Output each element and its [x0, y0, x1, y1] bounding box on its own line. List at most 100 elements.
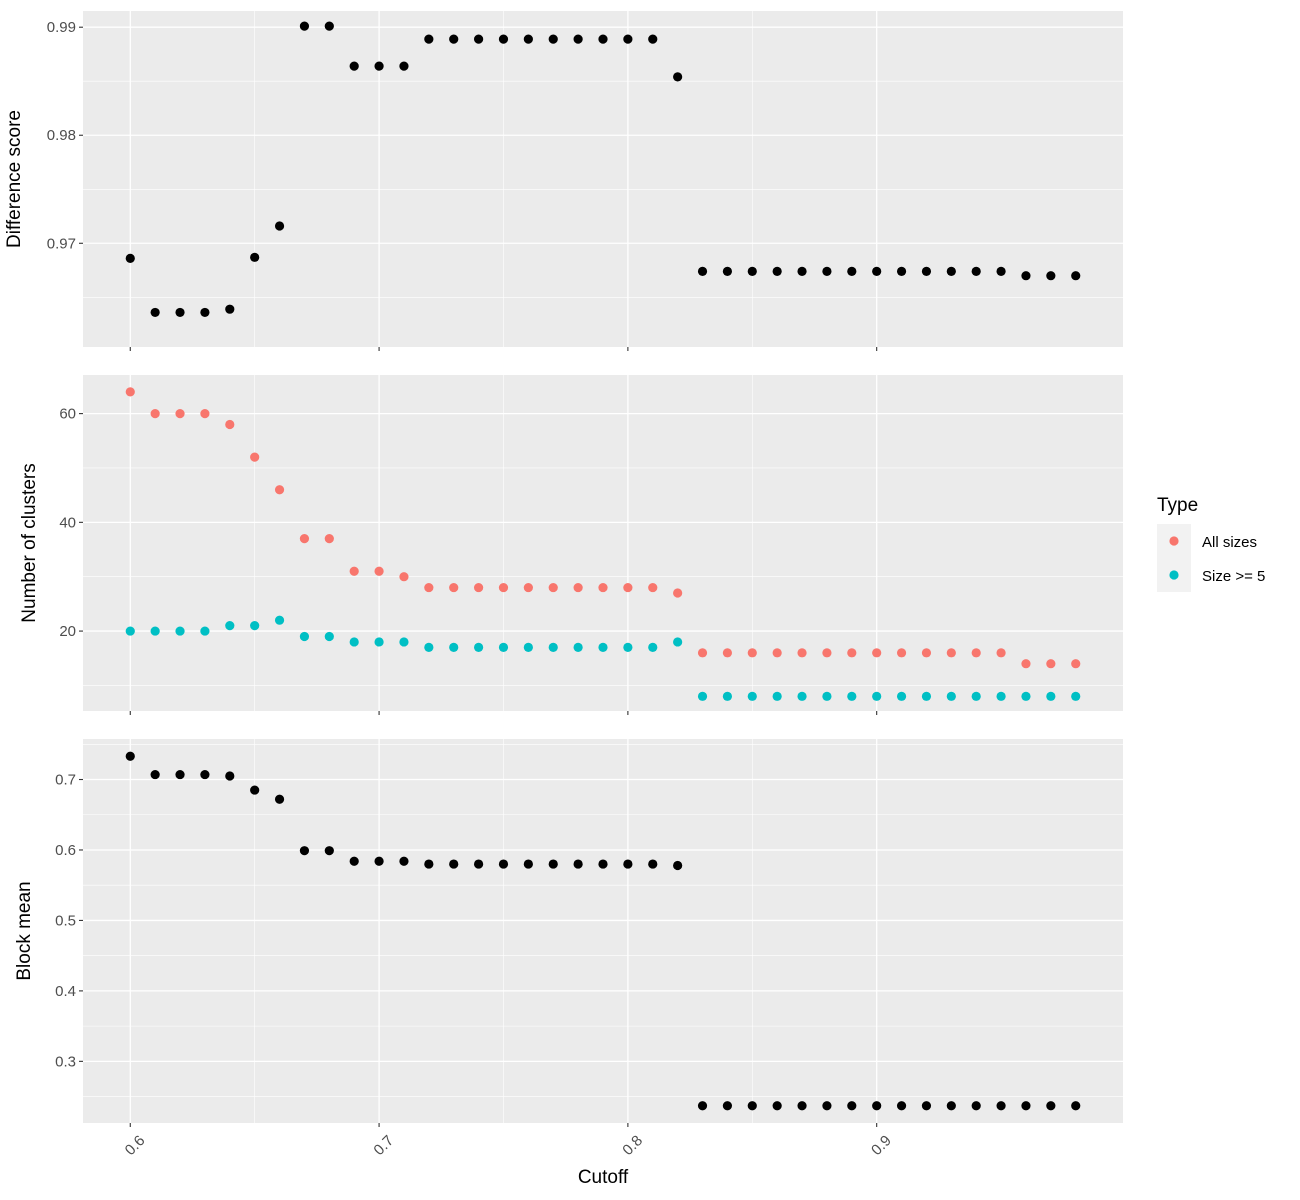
- data-point: [722, 648, 733, 658]
- data-point: [1021, 1101, 1031, 1111]
- data-point: [175, 626, 185, 636]
- data-point: [498, 642, 509, 652]
- data-point: [921, 1101, 932, 1111]
- panel-3: 0.3 0.4 0.5 0.6 0.7 Block mean: [14, 739, 1123, 1127]
- data-point: [772, 691, 782, 701]
- data-point: [623, 582, 633, 593]
- data-point: [772, 648, 782, 658]
- data-point: [1071, 659, 1081, 669]
- data-point: [1046, 1101, 1056, 1111]
- data-point: [324, 846, 334, 856]
- data-point: [996, 1101, 1006, 1111]
- data-point: [523, 582, 533, 593]
- data-point: [274, 485, 285, 495]
- legend-swatch: [1169, 536, 1179, 546]
- y-tick-label: 0.98: [47, 127, 76, 144]
- data-point: [225, 771, 235, 781]
- data-point: [797, 266, 807, 276]
- data-point: [548, 642, 558, 652]
- data-point: [250, 785, 260, 795]
- panel-background: [83, 11, 1123, 347]
- panels: 0.97 0.98 0.99 Difference score 20 40 60 Number…: [4, 11, 1123, 1127]
- data-point: [946, 266, 956, 276]
- data-point: [598, 642, 608, 652]
- data-point: [299, 631, 310, 642]
- y-axis-title: Difference score: [4, 110, 25, 248]
- data-point: [921, 648, 932, 658]
- y-tick-label: 0.99: [47, 19, 76, 36]
- y-tick-label: 0.5: [55, 912, 76, 929]
- data-point: [996, 691, 1006, 701]
- data-point: [125, 253, 135, 264]
- data-point: [722, 691, 733, 701]
- data-point: [772, 1101, 782, 1111]
- data-point: [896, 1101, 907, 1111]
- data-point: [449, 34, 459, 44]
- data-point: [200, 626, 210, 636]
- data-point: [722, 1101, 733, 1111]
- data-point: [971, 691, 981, 701]
- panel-1: 0.97 0.98 0.99 Difference score: [4, 11, 1123, 351]
- data-point: [498, 582, 509, 593]
- data-point: [523, 859, 533, 869]
- legend: Type All sizes Size >= 5: [1157, 495, 1265, 592]
- y-axis-title: Number of clusters: [19, 463, 40, 622]
- data-point: [747, 266, 757, 276]
- data-point: [971, 1101, 981, 1111]
- data-point: [548, 34, 558, 44]
- data-point: [598, 582, 608, 593]
- data-point: [349, 637, 359, 647]
- data-point: [200, 409, 210, 419]
- data-point: [996, 266, 1006, 276]
- data-point: [399, 572, 409, 582]
- data-point: [1021, 271, 1031, 281]
- data-point: [374, 856, 384, 866]
- data-point: [1046, 691, 1056, 701]
- data-point: [424, 34, 434, 44]
- data-point: [175, 769, 185, 780]
- data-point: [473, 34, 484, 44]
- data-point: [374, 61, 384, 71]
- data-point: [449, 642, 459, 652]
- data-point: [797, 648, 807, 658]
- data-point: [1021, 659, 1031, 669]
- data-point: [872, 1101, 882, 1111]
- data-point: [1046, 659, 1056, 669]
- data-point: [573, 859, 583, 869]
- data-point: [200, 307, 210, 318]
- data-point: [498, 34, 509, 44]
- y-tick-label: 60: [59, 406, 76, 423]
- data-point: [449, 859, 459, 869]
- y-tick-label: 0.3: [55, 1053, 76, 1070]
- x-axis-title: Cutoff: [578, 1167, 629, 1188]
- legend-label: All sizes: [1202, 534, 1257, 551]
- data-point: [847, 691, 857, 701]
- data-point: [772, 266, 782, 276]
- data-point: [896, 691, 907, 701]
- data-point: [673, 637, 683, 647]
- data-point: [946, 648, 956, 658]
- legend-title: Type: [1157, 495, 1198, 516]
- data-point: [822, 648, 832, 658]
- data-point: [697, 266, 708, 276]
- data-point: [299, 846, 310, 856]
- data-point: [399, 637, 409, 647]
- data-point: [747, 1101, 757, 1111]
- data-point: [822, 1101, 832, 1111]
- data-point: [250, 452, 260, 462]
- data-point: [1046, 271, 1056, 281]
- data-point: [673, 72, 683, 82]
- series-1: [125, 387, 1081, 669]
- data-point: [822, 266, 832, 276]
- data-point: [648, 582, 658, 593]
- series-2: [125, 615, 1081, 701]
- legend-item: Size >= 5: [1157, 558, 1265, 592]
- data-point: [449, 582, 459, 593]
- data-point: [673, 860, 683, 871]
- data-point: [722, 266, 733, 276]
- y-axis-title: Block mean: [14, 881, 35, 980]
- data-point: [200, 769, 210, 780]
- data-point: [946, 691, 956, 701]
- data-point: [225, 419, 235, 430]
- data-point: [623, 34, 633, 44]
